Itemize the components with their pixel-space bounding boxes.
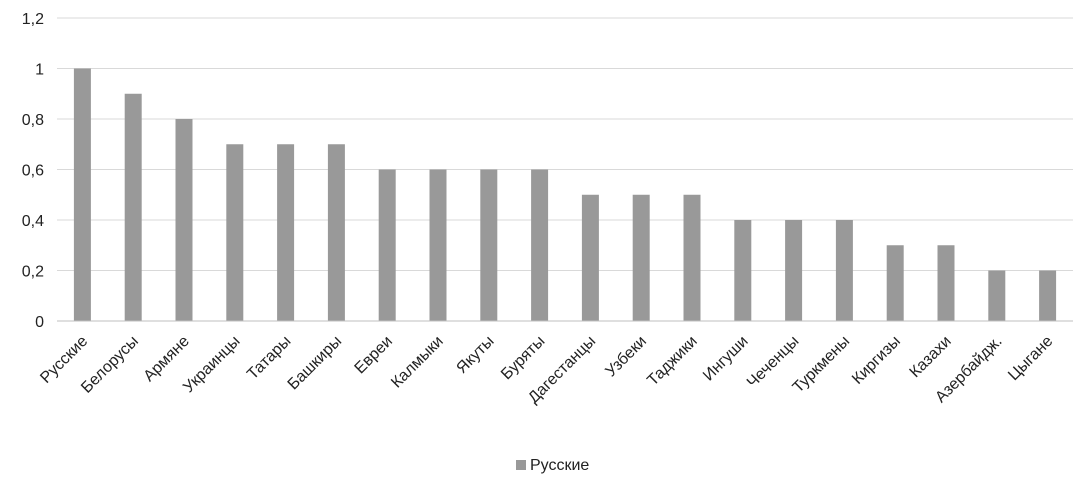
bar <box>683 194 701 321</box>
x-tick-label: Татары <box>244 333 294 383</box>
bar <box>73 68 91 321</box>
y-tick-label: 0,6 <box>22 163 44 180</box>
x-tick-label: Таджики <box>644 333 700 389</box>
bar <box>378 169 396 321</box>
bar <box>581 194 599 321</box>
y-tick-label: 1,2 <box>22 11 44 28</box>
x-tick-label: Калмыки <box>388 333 447 392</box>
x-tick-label: Цыгане <box>1005 333 1056 384</box>
y-axis-ticks: 0 0,2 0,4 0,6 0,8 1 1,2 <box>22 11 44 331</box>
bar <box>937 245 955 321</box>
bar <box>835 220 853 321</box>
x-tick-label: Ингуши <box>700 333 752 385</box>
bars <box>73 68 1057 321</box>
y-tick-label: 0,2 <box>22 264 44 281</box>
bar <box>429 169 447 321</box>
x-tick-label: Якуты <box>453 333 497 377</box>
bar <box>886 245 904 321</box>
x-tick-label: Буряты <box>498 333 548 383</box>
x-tick-label: Казахи <box>907 333 955 381</box>
bar <box>734 220 752 321</box>
bar <box>988 270 1006 321</box>
grid-lines <box>57 17 1073 271</box>
x-tick-label: Евреи <box>352 333 396 377</box>
bar <box>785 220 803 321</box>
bar <box>632 194 650 321</box>
y-tick-label: 0 <box>35 314 44 331</box>
y-tick-label: 0,4 <box>22 213 44 230</box>
bar <box>327 144 345 321</box>
bar <box>531 169 549 321</box>
bar <box>480 169 498 321</box>
bar <box>175 119 193 321</box>
x-tick-label: Армяне <box>141 333 193 385</box>
y-tick-label: 0,8 <box>22 112 44 129</box>
bar <box>277 144 295 321</box>
x-tick-label: Башкиры <box>285 333 346 394</box>
x-tick-label: Киргизы <box>849 333 904 388</box>
y-tick-label: 1 <box>35 62 44 79</box>
bar <box>226 144 244 321</box>
legend-swatch <box>516 460 526 470</box>
x-tick-label: Узбеки <box>602 333 650 381</box>
legend-label: Русские <box>530 457 589 474</box>
bar <box>1039 270 1057 321</box>
legend: Русские <box>516 457 589 474</box>
bar <box>124 93 142 321</box>
